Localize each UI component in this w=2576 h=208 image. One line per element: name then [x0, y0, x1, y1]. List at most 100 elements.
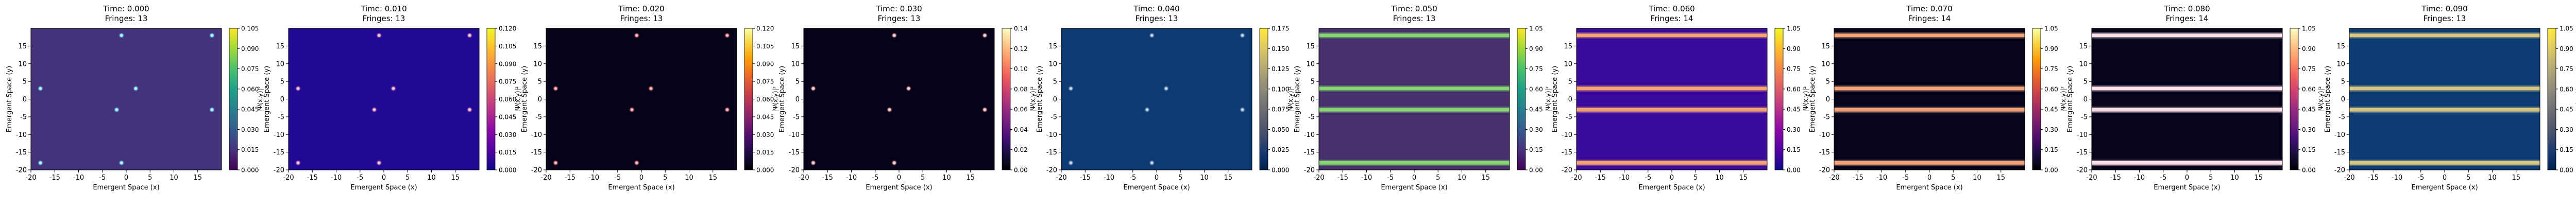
y-tick-label: -5 [535, 113, 542, 121]
x-axis-label: Emergent Space (x) [1896, 184, 1962, 192]
x-tick-label: -10 [2134, 174, 2145, 182]
x-axis-label: Emergent Space (x) [608, 184, 674, 192]
x-tick-label: -15 [1595, 174, 1606, 182]
colorbar-tick-label: 0.030 [241, 126, 259, 133]
x-tick-label: 0 [124, 174, 128, 182]
intensity-spot [552, 160, 559, 166]
x-tick-label: 0 [2443, 174, 2447, 182]
y-axis-label: Emergent Space (y) [2066, 66, 2074, 132]
colorbar-tick-label: 0.045 [756, 113, 774, 120]
y-tick-label: 0 [2341, 96, 2345, 103]
intensity-spot [891, 160, 897, 166]
fringe-stripe [1834, 161, 2025, 165]
colorbar-tick-label: 0.075 [1272, 106, 1289, 113]
fringe-stripe [1577, 86, 1767, 91]
intensity-spot [37, 85, 44, 92]
colorbar [744, 28, 753, 170]
y-tick-label: 0 [280, 96, 284, 103]
y-axis-label: Emergent Space (y) [1551, 66, 1559, 132]
y-tick-label: 10 [1048, 60, 1057, 68]
x-tick-label: 10 [685, 174, 693, 182]
intensity-spot [1067, 85, 1074, 92]
colorbar-tick-label: 0.45 [1787, 106, 1801, 113]
y-tick-label: -20 [274, 167, 284, 175]
x-tick-label: 10 [942, 174, 951, 182]
x-axis-label: Emergent Space (x) [93, 184, 159, 192]
colorbar-label: |Ψ(x,y)|² [2317, 86, 2325, 112]
x-axis-label: Emergent Space (x) [1638, 184, 1705, 192]
y-tick-label: 15 [2336, 43, 2345, 50]
fringe-stripe [2349, 86, 2540, 91]
x-tick-label: -15 [1080, 174, 1091, 182]
colorbar [229, 28, 238, 170]
x-tick-label: -20 [2086, 174, 2097, 182]
y-tick-label: 10 [533, 60, 542, 68]
y-tick-label: 10 [791, 60, 800, 68]
x-tick-label: -20 [1828, 174, 1839, 182]
y-tick-label: 0 [1311, 96, 1315, 103]
colorbar-tick-label: 0.90 [1529, 45, 1543, 53]
panel-subtitle: Fringes: 13 [620, 14, 663, 23]
y-axis-label: Emergent Space (y) [6, 66, 13, 132]
panel-title: Time: 0.040 [1133, 4, 1179, 13]
intensity-spot [886, 107, 893, 113]
panel-title: Time: 0.010 [360, 4, 406, 13]
x-tick-label: 15 [2512, 174, 2520, 182]
colorbar-tick-label: 1.05 [2302, 25, 2316, 32]
fringe-stripe [2349, 108, 2540, 112]
y-tick-label: -5 [793, 113, 800, 121]
colorbar-tick-label: 0.090 [499, 60, 516, 67]
colorbar [2547, 28, 2556, 170]
colorbar-tick-label: 0.30 [2044, 126, 2058, 133]
colorbar-tick-label: 0.02 [1014, 146, 1028, 153]
x-tick-label: -15 [822, 174, 833, 182]
colorbar-tick-label: 0.100 [1272, 85, 1289, 93]
x-tick-label: -5 [872, 174, 878, 182]
colorbar-tick-label: 0.060 [241, 85, 259, 93]
x-tick-label: 15 [1224, 174, 1232, 182]
y-tick-label: 15 [2079, 43, 2088, 50]
y-tick-label: 10 [1821, 60, 1830, 68]
x-tick-label: -5 [1129, 174, 1136, 182]
x-tick-label: -10 [1876, 174, 1887, 182]
y-tick-label: -15 [1562, 149, 1572, 157]
x-tick-label: 15 [1481, 174, 1490, 182]
intensity-spot [1148, 160, 1155, 166]
x-tick-label: -20 [798, 174, 809, 182]
panel-title: Time: 0.080 [2163, 4, 2210, 13]
panel-subtitle: Fringes: 13 [1393, 14, 1436, 23]
colorbar-tick-label: 0.00 [1787, 167, 1801, 174]
x-tick-label: 15 [193, 174, 202, 182]
y-tick-label: 15 [1306, 43, 1315, 50]
colorbar-tick-label: 0.60 [2560, 85, 2573, 93]
colorbar-tick-label: 0.120 [756, 25, 774, 32]
fringe-stripe [1319, 161, 1510, 165]
colorbar-tick-label: 0.00 [2302, 167, 2316, 174]
panel-subtitle: Fringes: 13 [105, 14, 148, 23]
colorbar-tick-label: 0.60 [1529, 85, 1543, 93]
y-tick-label: 15 [1564, 43, 1572, 50]
colorbar-tick-label: 0.060 [756, 96, 774, 103]
fringe-stripe [1834, 86, 2025, 91]
y-tick-label: -5 [1823, 113, 1830, 121]
colorbar [1002, 28, 1011, 170]
x-tick-label: -10 [2392, 174, 2402, 182]
colorbar-tick-label: 0.150 [1272, 45, 1289, 53]
colorbar-label: |Ψ(x,y)|² [772, 86, 779, 112]
x-tick-label: -5 [614, 174, 621, 182]
y-tick-label: -10 [1304, 131, 1315, 139]
colorbar-tick-label: 0.45 [2044, 106, 2058, 113]
heatmap-background [289, 28, 479, 170]
colorbar-tick-label: 0.000 [241, 167, 259, 174]
y-axis-label: Emergent Space (y) [1036, 66, 1044, 132]
colorbar [2032, 28, 2041, 170]
x-tick-label: -10 [588, 174, 599, 182]
x-tick-label: -15 [49, 174, 60, 182]
fringe-stripe [2092, 33, 2282, 38]
y-tick-label: -20 [531, 167, 542, 175]
intensity-spot [724, 107, 731, 113]
